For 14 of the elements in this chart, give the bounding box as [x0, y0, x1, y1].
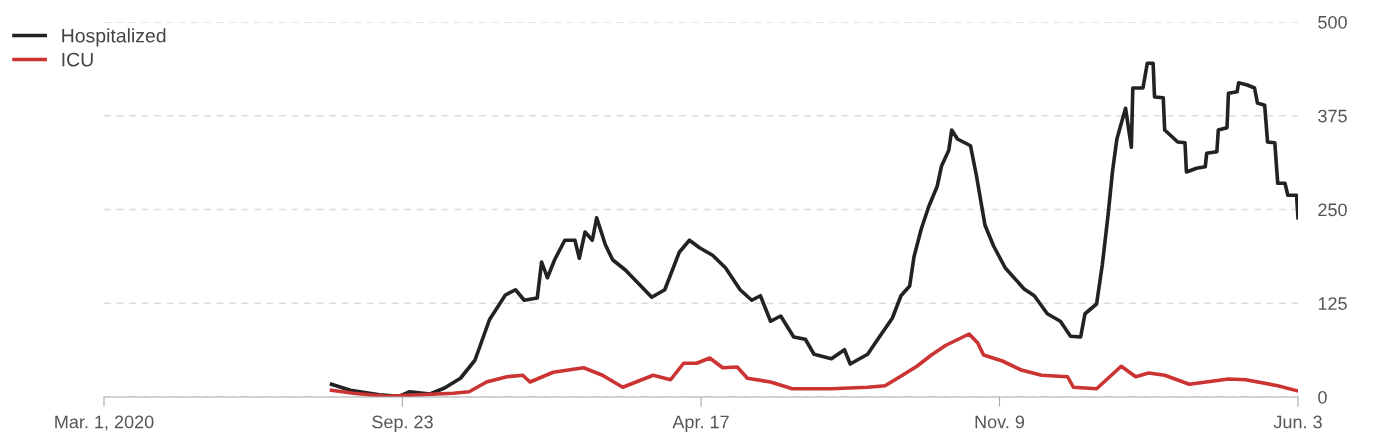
legend-label: Hospitalized	[62, 28, 166, 47]
y-tick-label: 0	[1318, 390, 1327, 404]
line-series	[329, 332, 1298, 397]
x-tick-label: Mar. 1, 2020	[55, 415, 154, 431]
x-tick-label: Apr. 17	[672, 415, 729, 432]
y-tick-label: 500	[1318, 15, 1347, 29]
y-tick-label: 125	[1318, 297, 1347, 310]
y-tick-label: 250	[1318, 203, 1347, 217]
legend-label: ICU	[62, 52, 93, 67]
y-tick-label: 375	[1318, 109, 1347, 123]
x-tick-label: Jun. 3	[1273, 415, 1322, 429]
line-series	[329, 61, 1298, 397]
x-tick-label: Nov. 9	[975, 415, 1025, 429]
x-tick-label: Sep. 23	[372, 415, 433, 432]
